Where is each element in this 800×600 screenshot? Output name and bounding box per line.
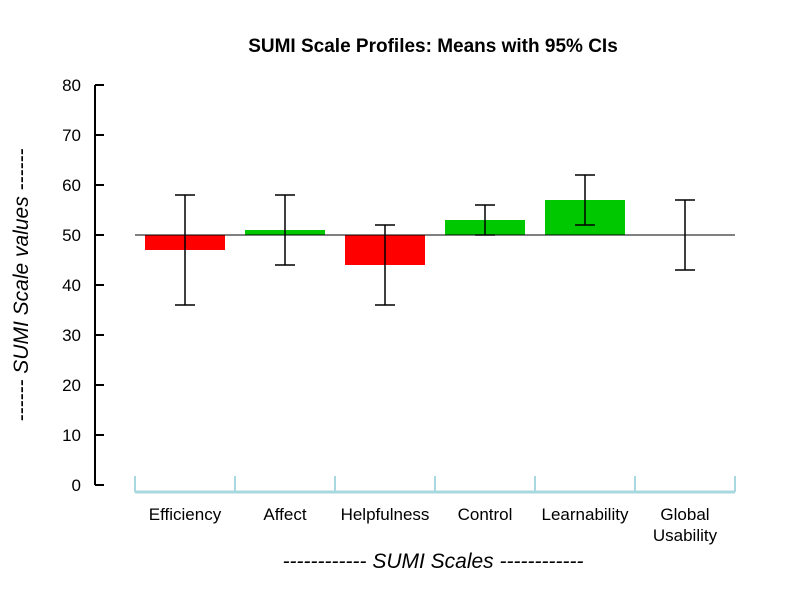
y-tick-label: 50: [62, 226, 81, 245]
y-tick-label: 60: [62, 176, 81, 195]
y-tick-label: 70: [62, 126, 81, 145]
x-tick-label: Efficiency: [149, 505, 222, 524]
x-tick-label: Learnability: [542, 505, 629, 524]
x-tick-label: Control: [458, 505, 513, 524]
y-axis: 0 10 20 30 40 50 60 70 80: [62, 76, 104, 495]
y-tick-label: 10: [62, 426, 81, 445]
y-tick-label: 40: [62, 276, 81, 295]
error-bars: [175, 174, 695, 306]
x-tick-label: Usability: [653, 526, 718, 545]
x-axis-title: ------------ SUMI Scales ------------: [283, 550, 584, 573]
y-tick-label: 30: [62, 326, 81, 345]
y-axis-title: ------ SUMI Scale values ------: [10, 149, 33, 422]
y-tick-label: 0: [72, 476, 81, 495]
y-tick-label: 80: [62, 76, 81, 95]
x-axis: Efficiency Affect Helpfulness Control Learna…: [134, 476, 736, 545]
y-tick-label: 20: [62, 376, 81, 395]
x-tick-label: Affect: [263, 505, 306, 524]
x-tick-label: Global: [660, 505, 709, 524]
x-tick-label: Helpfulness: [341, 505, 430, 524]
chart-title: SUMI Scale Profiles: Means with 95% CIs: [248, 36, 618, 57]
